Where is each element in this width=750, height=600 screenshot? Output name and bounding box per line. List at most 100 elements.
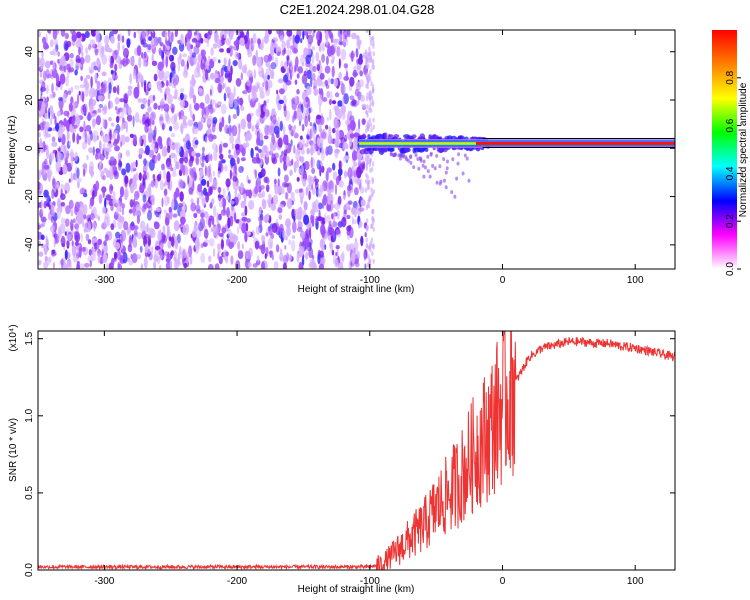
noise-speckle xyxy=(110,223,115,231)
noise-speckle xyxy=(300,135,303,140)
noise-speckle xyxy=(72,218,76,223)
noise-speckle xyxy=(149,227,154,236)
noise-speckle xyxy=(91,99,97,106)
noise-speckle xyxy=(44,60,51,69)
noise-speckle xyxy=(235,260,241,269)
noise-speckle xyxy=(115,129,118,135)
noise-speckle xyxy=(331,249,335,256)
noise-speckle xyxy=(115,231,121,239)
noise-speckle xyxy=(308,190,311,201)
noise-speckle xyxy=(50,225,55,233)
noise-speckle xyxy=(204,93,210,105)
noise-speckle xyxy=(262,82,265,88)
noise-speckle xyxy=(147,30,150,35)
noise-speckle xyxy=(161,146,168,157)
noise-speckle xyxy=(317,188,323,197)
noise-speckle xyxy=(292,47,299,54)
noise-speckle xyxy=(108,100,111,110)
noise-speckle xyxy=(305,96,309,103)
noise-speckle xyxy=(173,256,176,262)
noise-speckle xyxy=(198,192,202,200)
noise-speckle xyxy=(205,68,209,81)
noise-speckle xyxy=(87,239,92,245)
noise-speckle xyxy=(90,131,93,142)
noise-speckle xyxy=(330,58,335,64)
noise-speckle xyxy=(181,247,186,260)
noise-speckle xyxy=(62,92,67,104)
noise-speckle xyxy=(75,113,79,122)
noise-speckle xyxy=(38,224,41,229)
noise-speckle xyxy=(126,58,130,65)
noise-speckle xyxy=(136,232,143,240)
noise-speckle xyxy=(330,188,334,193)
noise-speckle xyxy=(68,178,71,183)
noise-speckle xyxy=(215,102,218,110)
noise-speckle xyxy=(150,30,156,39)
noise-speckle xyxy=(322,194,328,206)
noise-speckle xyxy=(256,137,260,146)
noise-speckle xyxy=(89,105,93,113)
noise-speckle xyxy=(66,150,70,159)
carrier-tail xyxy=(442,157,446,162)
noise-speckle xyxy=(158,264,162,269)
noise-speckle xyxy=(125,162,131,173)
top-x-axis: -300 -200 -100 0 100 xyxy=(94,30,644,286)
noise-speckle xyxy=(224,124,230,134)
noise-speckle xyxy=(79,188,83,195)
noise-speckle xyxy=(174,89,178,98)
noise-speckle xyxy=(177,61,181,72)
noise-speckle xyxy=(116,116,120,123)
noise-speckle xyxy=(371,216,374,222)
noise-speckle xyxy=(57,110,61,117)
noise-speckle xyxy=(233,86,236,98)
noise-speckle xyxy=(40,63,44,70)
noise-speckle xyxy=(254,240,260,250)
noise-speckle xyxy=(259,90,265,99)
noise-speckle xyxy=(251,125,255,132)
noise-speckle xyxy=(303,201,308,211)
noise-speckle xyxy=(295,56,299,68)
noise-speckle xyxy=(138,172,142,181)
carrier-tail xyxy=(421,163,425,168)
noise-speckle xyxy=(300,37,303,44)
noise-speckle xyxy=(85,81,90,90)
noise-speckle xyxy=(102,206,107,214)
noise-speckle xyxy=(147,106,152,113)
noise-speckle xyxy=(167,145,171,154)
noise-speckle xyxy=(228,114,231,125)
noise-speckle xyxy=(71,30,77,43)
chart-title: C2E1.2024.298.01.04.G28 xyxy=(279,2,435,17)
noise-speckle xyxy=(166,40,170,47)
noise-speckle xyxy=(277,167,281,177)
noise-speckle xyxy=(123,47,129,59)
noise-speckle xyxy=(286,198,293,210)
noise-speckle xyxy=(217,170,221,178)
noise-speckle xyxy=(366,203,369,209)
noise-speckle xyxy=(157,153,161,162)
noise-speckle xyxy=(55,73,60,86)
y-tick-label: 0.5 xyxy=(24,486,35,500)
noise-speckle xyxy=(202,199,206,205)
noise-speckle xyxy=(367,77,370,83)
noise-speckle xyxy=(114,63,118,72)
noise-speckle xyxy=(38,181,41,191)
noise-speckle xyxy=(60,83,63,90)
noise-speckle xyxy=(180,59,185,67)
noise-speckle xyxy=(368,179,371,185)
noise-speckle xyxy=(302,178,307,187)
noise-speckle xyxy=(102,252,108,264)
noise-speckle xyxy=(358,220,363,228)
noise-speckle xyxy=(191,229,197,238)
noise-speckle xyxy=(195,155,200,166)
noise-speckle xyxy=(181,115,188,121)
noise-speckle xyxy=(127,243,133,253)
noise-speckle xyxy=(45,257,51,266)
noise-speckle xyxy=(350,50,354,63)
noise-speckle xyxy=(143,158,147,166)
noise-speckle xyxy=(233,45,239,51)
noise-speckle xyxy=(96,135,99,141)
colorbar-gradient xyxy=(712,30,737,269)
noise-speckle xyxy=(359,186,365,194)
noise-speckle xyxy=(96,148,102,160)
noise-speckle xyxy=(56,210,61,220)
